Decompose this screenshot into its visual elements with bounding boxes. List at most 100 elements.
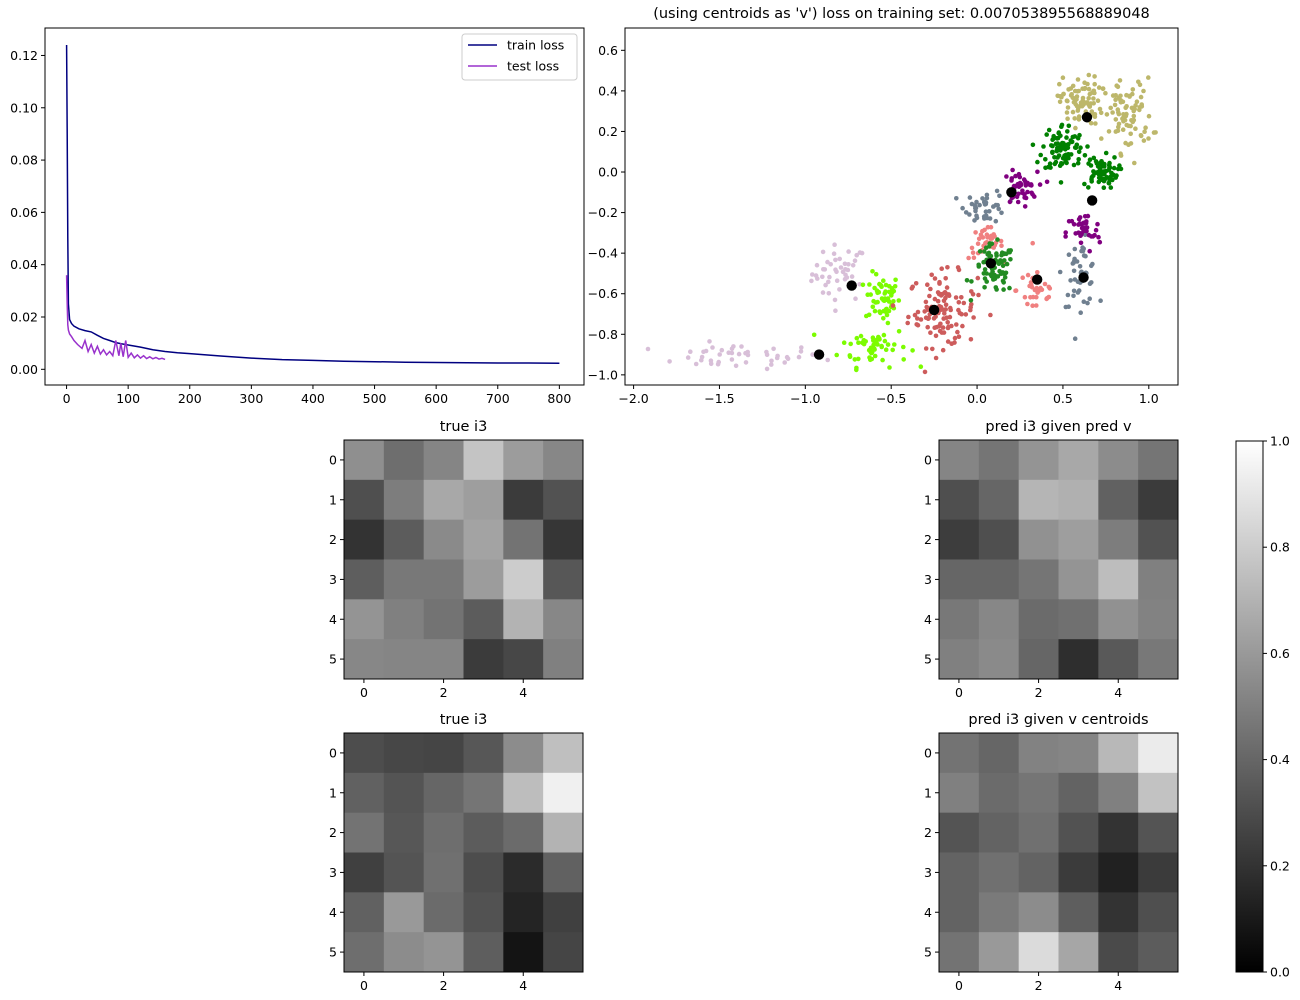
heatmap-cell — [344, 772, 385, 814]
scatter-point — [981, 214, 987, 219]
scatter-point — [1087, 91, 1093, 97]
scatter-point — [1086, 185, 1091, 190]
scatter-point — [977, 249, 983, 254]
heatmap-title: true i3 — [440, 712, 488, 728]
scatter-point — [1027, 283, 1032, 289]
y-tick-label: 0 — [924, 745, 932, 760]
heatmap-cell — [1138, 639, 1179, 680]
legend-label: test loss — [507, 59, 559, 74]
scatter-point — [952, 335, 958, 341]
y-tick-label: 1 — [924, 492, 932, 507]
scatter-point — [1070, 109, 1076, 115]
scatter-point — [1057, 99, 1063, 105]
scatter-point — [1096, 234, 1101, 240]
heatmap-cell — [383, 440, 425, 481]
scatter-point — [1016, 184, 1022, 189]
scatter-point — [1097, 239, 1103, 245]
scatter-point — [882, 338, 888, 344]
scatter-point — [905, 320, 910, 326]
scatter-point — [879, 344, 884, 350]
heatmap-cell — [423, 852, 464, 893]
scatter-point — [1075, 160, 1081, 166]
scatter-point — [945, 320, 950, 325]
heatmap-cell — [1098, 440, 1139, 481]
heatmap: 0 2 4 0 1 2 3 4 5 pred i3 given pred v — [924, 419, 1179, 700]
loss-chart: 0 100 200 300 400 500 600 700 800 0.00 0.02 0.04 0.0… — [10, 27, 585, 406]
scatter-point — [731, 344, 736, 349]
heatmap-cell — [383, 852, 425, 893]
scatter-point — [1078, 145, 1083, 150]
heatmap-cell — [1138, 812, 1179, 853]
scatter-point — [1090, 234, 1096, 239]
scatter-point — [1071, 293, 1076, 299]
scatter-point — [922, 369, 928, 375]
heatmap-cell — [463, 932, 504, 973]
scatter-point — [846, 249, 851, 254]
heatmap-cell — [463, 519, 504, 560]
scatter-point — [717, 352, 722, 357]
scatter-point — [845, 267, 851, 273]
scatter-point — [974, 213, 979, 218]
x-tick-label: 300 — [239, 391, 263, 406]
scatter-point — [954, 196, 959, 201]
scatter-point — [1078, 231, 1083, 236]
scatter-point — [854, 252, 859, 258]
heatmap-cell — [503, 479, 544, 521]
centroid-point — [928, 304, 940, 316]
scatter-point — [1101, 169, 1107, 174]
scatter-point — [833, 257, 838, 263]
scatter-point — [1116, 111, 1122, 117]
scatter-point — [1103, 90, 1108, 96]
heatmap-cell — [423, 559, 464, 600]
scatter-point — [945, 339, 951, 344]
scatter-point — [961, 300, 967, 306]
heatmap-cell — [383, 892, 425, 933]
x-tick-label: 0 — [955, 978, 963, 993]
scatter-point — [1035, 159, 1040, 165]
heatmap-cell — [939, 852, 980, 893]
heatmap-cell — [1018, 559, 1059, 600]
scatter-point — [1030, 303, 1035, 309]
scatter-point — [906, 314, 911, 320]
y-tick-label: −0.4 — [588, 246, 618, 261]
x-tick-label: −0.5 — [876, 391, 906, 406]
x-tick-label: 4 — [519, 978, 527, 993]
x-tick-label: 0 — [955, 685, 963, 700]
heatmap-cell — [1138, 733, 1179, 774]
scatter-point — [881, 316, 886, 321]
scatter-point — [799, 345, 804, 350]
scatter-point — [1071, 222, 1077, 227]
scatter-point — [1058, 180, 1064, 185]
heatmap-cell — [383, 932, 425, 973]
scatter-point — [1025, 272, 1031, 278]
scatter-point — [1042, 281, 1048, 287]
scatter-point — [1043, 165, 1048, 171]
heatmap-cell — [423, 772, 464, 814]
scatter-point — [1022, 294, 1028, 300]
heatmap-cell — [463, 639, 504, 680]
y-tick-label: 4 — [924, 905, 932, 920]
scatter-point — [1075, 77, 1081, 82]
scatter-point — [1046, 127, 1052, 133]
heatmap-cell — [543, 559, 584, 600]
scatter-point — [1085, 300, 1090, 306]
x-tick-label: 800 — [547, 391, 571, 406]
scatter-point — [1023, 183, 1029, 188]
heatmap-cell — [1018, 599, 1059, 640]
scatter-point — [989, 236, 995, 241]
scatter-point — [820, 290, 826, 295]
scatter-point — [889, 290, 895, 296]
scatter-point — [1081, 299, 1087, 305]
scatter-point — [928, 330, 933, 336]
heatmap-cell — [978, 932, 1020, 973]
scatter-point — [955, 329, 960, 335]
scatter-point — [1115, 84, 1121, 90]
chart-title: (using centroids as 'v') loss on trainin… — [653, 6, 1150, 22]
scatter-point — [995, 202, 1000, 208]
scatter-point — [1068, 278, 1073, 283]
scatter-point — [949, 341, 954, 347]
scatter-point — [1088, 101, 1093, 106]
scatter-point — [1057, 269, 1063, 275]
heatmap-cell — [1138, 440, 1179, 481]
scatter-point — [1030, 142, 1036, 148]
